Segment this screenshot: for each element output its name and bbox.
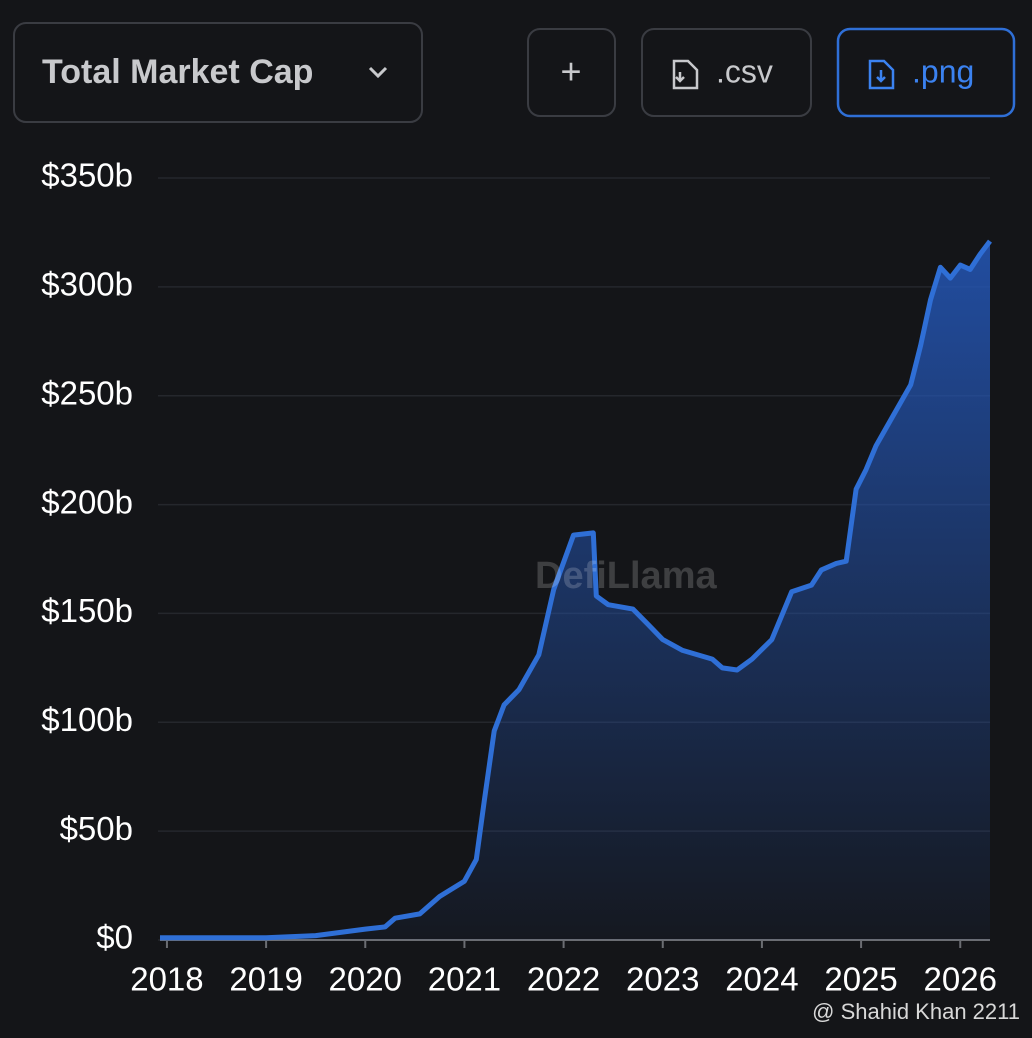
y-tick-label: $50b (60, 810, 133, 847)
x-tick-label: 2019 (229, 961, 302, 998)
x-tick-label: 2026 (924, 961, 997, 998)
x-tick-label: 2020 (329, 961, 402, 998)
x-tick-label: 2024 (725, 961, 798, 998)
png-icon[interactable] (868, 59, 895, 90)
area-line (160, 239, 992, 941)
png-label[interactable]: .png (912, 53, 974, 89)
y-tick-label: $0 (96, 919, 133, 956)
csv-box[interactable] (641, 28, 812, 117)
selector-box[interactable] (13, 22, 423, 123)
area-fill (160, 241, 990, 941)
add-button[interactable]: + (527, 28, 616, 117)
x-tick-label: 2023 (626, 961, 699, 998)
x-tick-label: 2018 (130, 961, 203, 998)
y-tick-label: $100b (41, 701, 133, 738)
add-label[interactable]: + (560, 51, 581, 92)
chevron[interactable] (368, 66, 388, 79)
y-tick-label: $350b (41, 157, 133, 194)
credit: @ Shahid Khan 2211 (812, 999, 1020, 1024)
y-tick-label: $300b (41, 266, 133, 303)
csv-label[interactable]: .csv (716, 53, 773, 89)
selector-label[interactable]: Total Market Cap (42, 53, 313, 91)
watermark: DefiLlama (535, 555, 717, 597)
csv-button[interactable]: .csv (641, 28, 812, 117)
csv-icon[interactable] (672, 59, 699, 90)
x-tick-label: 2025 (824, 961, 897, 998)
add-box[interactable] (527, 28, 616, 117)
y-tick-label: $150b (41, 592, 133, 629)
selector[interactable]: Total Market Cap (13, 22, 423, 123)
png-button[interactable]: .png (836, 27, 1016, 118)
png-box[interactable] (836, 27, 1016, 118)
x-tick-label: 2022 (527, 961, 600, 998)
x-tick-label: 2021 (428, 961, 501, 998)
y-tick-label: $200b (41, 483, 133, 520)
y-tick-label: $250b (41, 374, 133, 411)
